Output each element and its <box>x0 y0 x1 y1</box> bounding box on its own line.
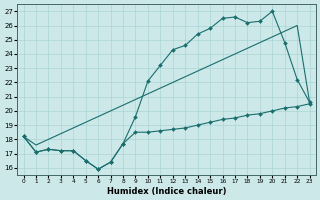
X-axis label: Humidex (Indice chaleur): Humidex (Indice chaleur) <box>107 187 226 196</box>
